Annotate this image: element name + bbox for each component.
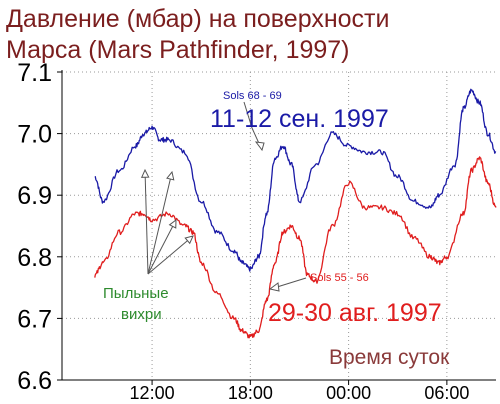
- dust-devils-label-line-1: Пыльные: [103, 285, 169, 302]
- arrow-line: [144, 169, 149, 275]
- y-tick-label: 6.6: [17, 367, 52, 395]
- x-tick-label: 12:00: [130, 383, 175, 403]
- series-line-aug: [94, 156, 497, 339]
- blue-sols-label: Sols 68 - 69: [223, 90, 282, 102]
- blue-pointer-line: [243, 101, 253, 129]
- arrow-head: [140, 168, 150, 178]
- y-tick-label: 7.1: [17, 59, 52, 87]
- blue-date-label: 11-12 сен. 1997: [210, 105, 389, 133]
- arrow-head: [184, 235, 194, 245]
- y-tick-label: 6.9: [17, 182, 52, 210]
- arrow-line: [147, 171, 173, 275]
- x-tick-label: 00:00: [326, 383, 371, 403]
- series-line-sep: [94, 88, 497, 272]
- x-tick-labels: 12:00 18:00 00:00 06:00: [130, 383, 470, 403]
- x-tick-label: 18:00: [228, 383, 273, 403]
- red-pointer-head: [268, 282, 280, 292]
- red-date-label: 29-30 авг. 1997: [268, 299, 442, 327]
- arrow-line: [147, 219, 177, 275]
- arrow-line: [147, 235, 194, 275]
- chart-title-line-2: Марса (Mars Pathfinder, 1997): [6, 36, 350, 64]
- series-group: [94, 88, 497, 339]
- red-sols-label: Sols 55 - 56: [310, 272, 369, 284]
- x-axis-title: Время суток: [329, 346, 450, 369]
- chart-title-line-1: Давление (мбар) на поверхности: [6, 5, 389, 33]
- axes: [57, 70, 496, 385]
- y-tick-label: 6.7: [17, 305, 52, 333]
- arrow-head: [166, 170, 175, 181]
- dust-devils-label-line-2: вихри: [121, 306, 162, 323]
- y-tick-label: 7.0: [17, 121, 52, 149]
- grid-lines: [62, 71, 496, 380]
- dust-devil-arrows: [140, 168, 194, 275]
- blue-pointer-head: [254, 141, 265, 152]
- arrow-head: [168, 218, 177, 229]
- x-tick-label: 06:00: [424, 383, 469, 403]
- sol-pointer-lines: [243, 101, 307, 292]
- y-tick-labels: 6.6 6.7 6.8 6.9 7.0 7.1: [17, 59, 52, 395]
- red-pointer-line: [276, 277, 307, 288]
- y-tick-label: 6.8: [17, 244, 52, 272]
